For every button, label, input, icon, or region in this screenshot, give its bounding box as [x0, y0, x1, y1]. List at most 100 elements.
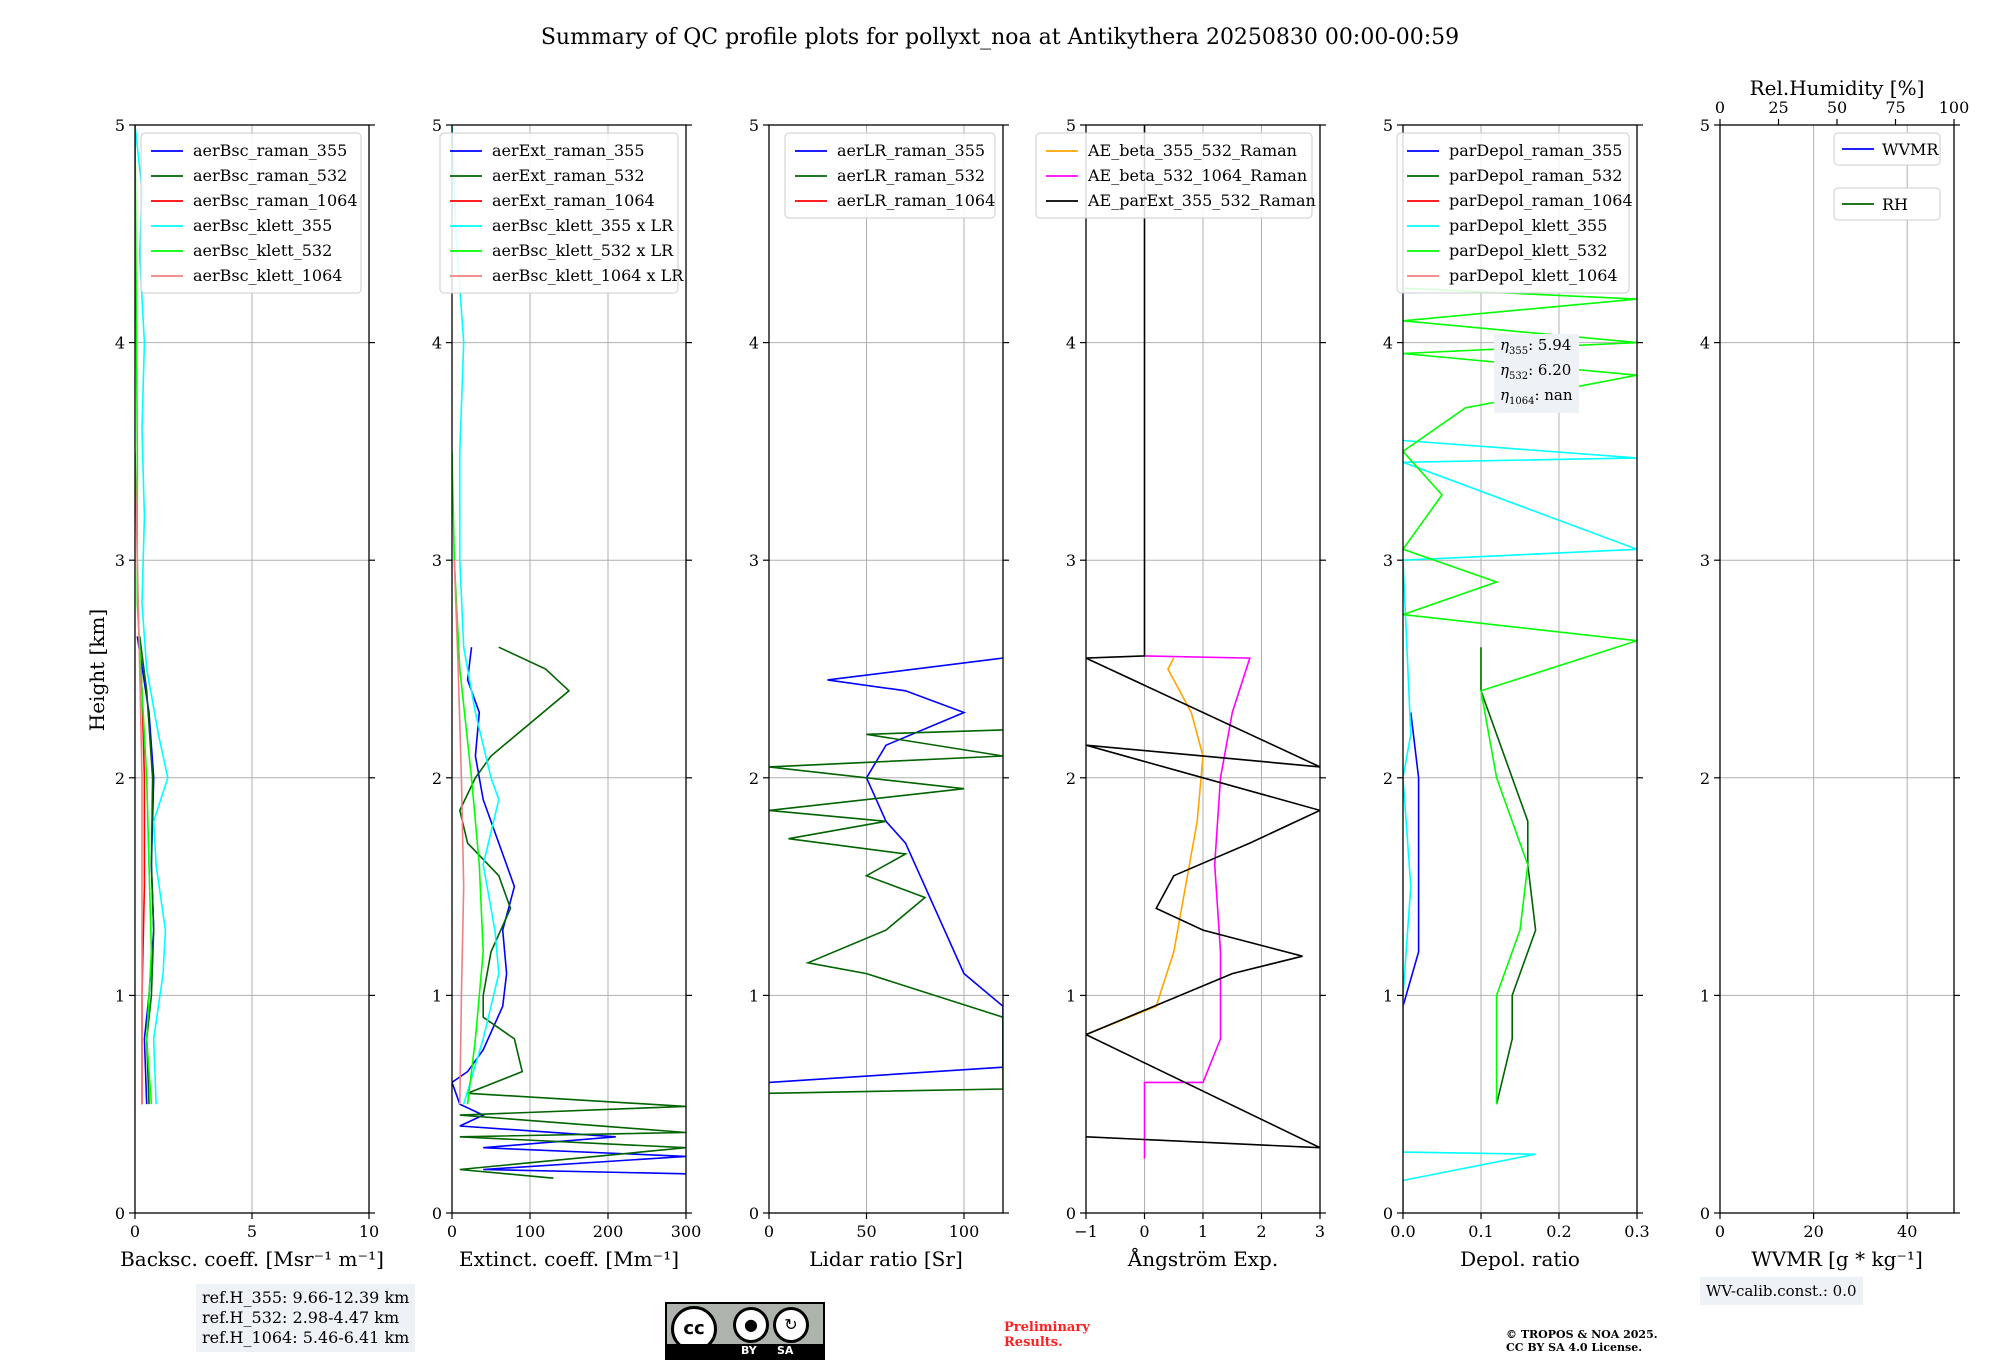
legend-entry: parDepol_klett_355: [1449, 216, 1607, 235]
legend-entry: aerLR_raman_532: [837, 166, 985, 185]
panel-3: 0 50 100 0 1 2 3 4 5 Lidar ratio [Sr] aerLR_raman_…: [749, 116, 1009, 1271]
series-line-parDepol_raman_355: [1403, 712, 1420, 1007]
y-tick-label: 2: [432, 769, 442, 788]
y-tick-label: 3: [1700, 551, 1710, 570]
x-tick-label: 0: [1715, 1222, 1725, 1241]
ref-height-1064: ref.H_1064: 5.46-6.41 km: [202, 1328, 410, 1347]
eta-355: η355: 5.94: [1500, 336, 1572, 357]
y-tick-label: 0: [1383, 1204, 1393, 1223]
y-tick-label: 1: [1383, 986, 1393, 1005]
y-tick-label: 4: [1700, 334, 1710, 353]
legend-box: [1396, 132, 1630, 294]
x-tick-label: 50: [856, 1222, 876, 1241]
series-line-AE_beta_355_532_Raman: [1086, 657, 1204, 1036]
y-tick-label: 4: [432, 334, 442, 353]
y-tick-label: 5: [1383, 116, 1393, 135]
x-axis-label: Backsc. coeff. [Msr⁻¹ m⁻¹]: [120, 1247, 384, 1271]
series-line-parDepol_klett_532: [1403, 287, 1637, 1105]
x-tick-label: 3: [1315, 1222, 1325, 1241]
x-axis-label: Lidar ratio [Sr]: [809, 1247, 963, 1271]
y-tick-label: 3: [749, 551, 759, 570]
y-tick-label: 3: [1066, 551, 1076, 570]
legend-entry: aerBsc_raman_355: [193, 141, 347, 160]
copyright-notice: © TROPOS & NOA 2025. CC BY SA 4.0 Licens…: [1506, 1328, 1658, 1354]
x-tick-label: 300: [671, 1222, 702, 1241]
legend-entry: RH: [1882, 195, 1908, 214]
y-tick-label: 1: [1700, 986, 1710, 1005]
x-tick-label: 100: [515, 1222, 546, 1241]
y-tick-label: 1: [749, 986, 759, 1005]
series-line-aerExt_raman_355: [452, 647, 686, 1175]
y-tick-label: 2: [1383, 769, 1393, 788]
series-line-parDepol_klett_355: [1403, 439, 1637, 1213]
legend-entry: AE_beta_532_1064_Raman: [1087, 166, 1307, 185]
y-tick-label: 1: [115, 986, 125, 1005]
x-axis-label: Depol. ratio: [1460, 1247, 1580, 1271]
y-tick-label: 2: [115, 769, 125, 788]
x-tick-label: 5: [247, 1222, 257, 1241]
ref-height-355: ref.H_355: 9.66-12.39 km: [202, 1288, 410, 1307]
panel-6: 0 20 40 0 1 2 3 4 5 WVMR [g * kg⁻¹] 0 25 50 75 100 Rel.…: [1700, 76, 1969, 1271]
figure-title: Summary of QC profile plots for pollyxt_…: [541, 25, 1459, 50]
legend-entry: parDepol_raman_1064: [1449, 191, 1633, 210]
x-axis-label: Extinct. coeff. [Mm⁻¹]: [459, 1247, 679, 1271]
legend-entry: aerLR_raman_355: [837, 141, 985, 160]
panel-1: 0 5 10 0 1 2 3 4 5 Backsc. coeff. [Msr⁻¹ m⁻¹] aerB…: [115, 116, 384, 1271]
x-tick-label: 0: [130, 1222, 140, 1241]
x-tick-label: 100: [949, 1222, 980, 1241]
legend-entry: aerBsc_raman_532: [193, 166, 347, 185]
x2-tick-label: 100: [1939, 98, 1970, 117]
share-alike-icon: ↻: [773, 1307, 809, 1343]
y-tick-label: 3: [432, 551, 442, 570]
legend-entry: aerBsc_klett_1064: [193, 266, 342, 285]
x-axis-label: WVMR [g * kg⁻¹]: [1751, 1247, 1923, 1271]
x-tick-label: 0.3: [1624, 1222, 1649, 1241]
axes-frame: [1719, 124, 1955, 1214]
series-line-parDepol_raman_532: [1480, 647, 1537, 1105]
cc-license-badge: cc ● ↻ BY SA: [665, 1302, 825, 1360]
legend-box: [439, 132, 679, 294]
series-line-AE_parExt_355_532_Raman: [1086, 125, 1320, 1149]
legend-entry: parDepol_raman_355: [1449, 141, 1622, 160]
series-line-aerBsc_klett_1064: [135, 451, 143, 1105]
x2-tick-label: 0: [1715, 98, 1725, 117]
eta-532: η532: 6.20: [1500, 361, 1572, 382]
series-line-aerBsc_klett_355: [135, 125, 169, 1105]
y-tick-label: 0: [1700, 1204, 1710, 1223]
series-line-aerExt_raman_532: [458, 646, 686, 1179]
series-line-aerBsc_klett_1064 x LR: [453, 560, 465, 1105]
x2-tick-label: 25: [1768, 98, 1788, 117]
x-tick-label: 0: [1139, 1222, 1149, 1241]
series-line-aerBsc_klett_532: [135, 125, 153, 1105]
eta-box: η355: 5.94 η532: 6.20 η1064: nan: [1494, 334, 1579, 413]
axes-frame: [768, 124, 1004, 1214]
preliminary-line-2: Results.: [1004, 1335, 1063, 1350]
x-axis-label: Ångström Exp.: [1127, 1246, 1278, 1271]
series-line-aerLR_raman_532: [769, 729, 1003, 1095]
y-tick-label: 4: [1066, 334, 1076, 353]
legend-entry: parDepol_raman_532: [1449, 166, 1622, 185]
copyright-line-2: CC BY SA 4.0 License.: [1506, 1341, 1643, 1354]
x-tick-label: 0.2: [1546, 1222, 1571, 1241]
axes-frame: [451, 124, 687, 1214]
x-tick-label: 40: [1897, 1222, 1917, 1241]
x-tick-label: 200: [593, 1222, 624, 1241]
x-tick-label: −1: [1074, 1222, 1098, 1241]
y-tick-label: 0: [432, 1204, 442, 1223]
panel-5: 0.0 0.1 0.2 0.3 0 1 2 3 4 5 Depol. ratio parDepol_r…: [1383, 116, 1650, 1271]
y-tick-label: 5: [115, 116, 125, 135]
wv-calibration-box: WV-calib.const.: 0.0: [1700, 1277, 1863, 1305]
legend-entry: parDepol_klett_1064: [1449, 266, 1618, 285]
legend-entry: aerExt_raman_532: [492, 166, 645, 185]
attribution-person-icon: ●: [733, 1307, 769, 1343]
legend-box: [140, 132, 362, 294]
legend-box: [784, 132, 996, 219]
legend-entry: aerLR_raman_1064: [837, 191, 995, 210]
x-tick-label: 0.0: [1390, 1222, 1415, 1241]
y-tick-label: 5: [432, 116, 442, 135]
y-tick-label: 4: [115, 334, 125, 353]
legend-entry: parDepol_klett_532: [1449, 241, 1607, 260]
x-tick-label: 0.1: [1468, 1222, 1493, 1241]
